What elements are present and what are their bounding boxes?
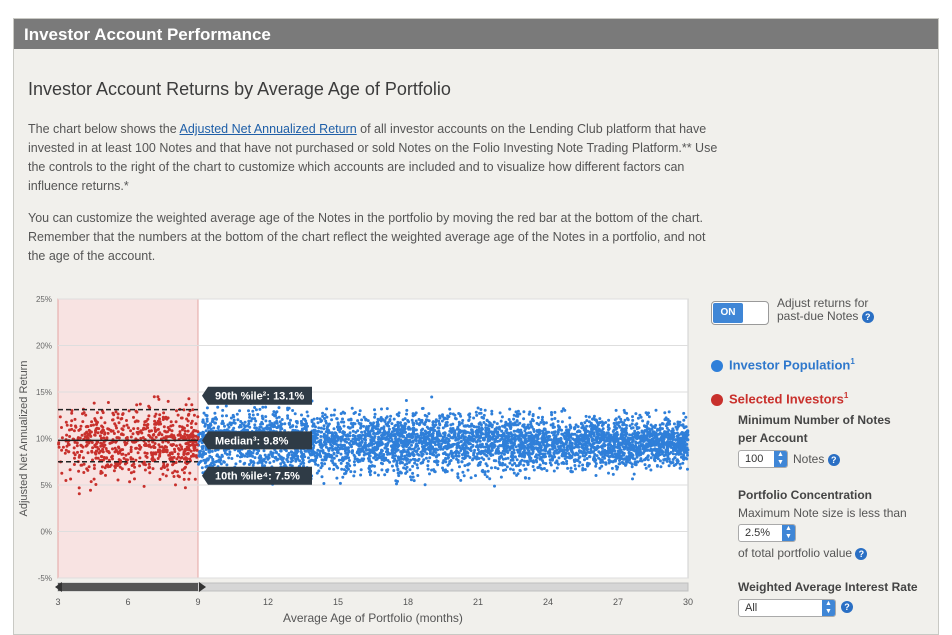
x-tick-label: 3 xyxy=(55,597,60,607)
past-due-toggle[interactable]: ON xyxy=(711,301,769,325)
legend-population-label: Investor Population xyxy=(729,357,851,373)
x-tick-label: 12 xyxy=(263,597,273,607)
blue-dot-icon xyxy=(711,359,723,372)
interest-rate-value: All xyxy=(745,602,758,614)
select-arrows-icon: ▲ ▼ xyxy=(822,600,835,616)
y-tick-label: 15% xyxy=(36,388,52,397)
min-notes-label: Minimum Number of Notes per Account xyxy=(738,411,891,447)
concentration-sub: Maximum Note size is less than xyxy=(738,506,907,520)
page-title: Investor Account Returns by Average Age … xyxy=(28,79,451,99)
customize-paragraph: You can customize the weighted average a… xyxy=(28,211,706,263)
percentile-label-box-median xyxy=(202,431,312,450)
toggle-label: Adjust returns for past-due Notes ? xyxy=(777,297,897,323)
x-axis-label: Average Age of Portfolio (months) xyxy=(283,611,463,625)
performance-panel: Investor Account Performance Investor Ac… xyxy=(13,18,939,635)
slider-right-handle-icon[interactable] xyxy=(199,582,206,592)
concentration-select[interactable]: 2.5% ▲ ▼ xyxy=(738,524,796,542)
help-icon[interactable]: ? xyxy=(861,310,874,323)
x-tick-label: 21 xyxy=(473,597,483,607)
toggle-on-label: ON xyxy=(713,303,743,323)
help-icon[interactable]: ? xyxy=(855,547,868,560)
legend-investor-population[interactable]: Investor Population1 xyxy=(711,357,855,372)
y-axis-label: Adjusted Net Annualized Return xyxy=(18,361,30,517)
y-tick-label: 0% xyxy=(40,528,52,537)
legend-selected-label: Selected Investors xyxy=(729,391,844,407)
concentration-label: Portfolio Concentration xyxy=(738,488,872,502)
y-tick-label: 20% xyxy=(36,342,52,351)
slider-left-handle-icon[interactable] xyxy=(55,582,62,592)
range-slider-selection[interactable] xyxy=(58,583,198,591)
select-arrows-icon: ▲ ▼ xyxy=(774,451,787,467)
intro-text-start: The chart below shows the xyxy=(28,122,180,136)
percentile-label-p90: 90th %ile²: 13.1% xyxy=(215,391,304,403)
x-tick-label: 18 xyxy=(403,597,413,607)
min-notes-label-line1: Minimum Number of Notes xyxy=(738,413,891,427)
y-tick-label: -5% xyxy=(38,574,52,583)
help-icon[interactable]: ? xyxy=(841,601,853,613)
min-notes-suffix-text: Notes xyxy=(793,452,825,466)
legend-selected-footnote: 1 xyxy=(843,391,849,400)
percentile-label-box-p10 xyxy=(202,466,312,485)
legend-selected-investors[interactable]: Selected Investors1 xyxy=(711,391,848,406)
panel-header: Investor Account Performance xyxy=(14,19,938,49)
min-notes-label-line2: per Account xyxy=(738,431,808,445)
percentile-label-median: Median³: 9.8% xyxy=(215,435,289,447)
concentration-value: 2.5% xyxy=(745,527,771,539)
select-arrows-icon: ▲ ▼ xyxy=(782,525,795,541)
min-notes-suffix: Notes ? xyxy=(793,451,840,467)
legend-population-footnote: 1 xyxy=(850,357,855,366)
concentration-suffix-text: of total portfolio value xyxy=(738,546,853,560)
percentile-label-box-p90 xyxy=(202,386,312,405)
x-tick-label: 30 xyxy=(683,597,693,607)
intro-text-end: of all investor accounts on the Lending … xyxy=(28,122,718,193)
toggle-label-text: Adjust returns for past-due Notes xyxy=(777,296,869,323)
concentration-suffix: of total portfolio value ? xyxy=(738,545,868,561)
red-dot-icon xyxy=(711,393,723,406)
intro-paragraph: The chart below shows the Adjusted Net A… xyxy=(28,120,718,196)
adjusted-return-link[interactable]: Adjusted Net Annualized Return xyxy=(179,122,357,136)
min-notes-value: 100 xyxy=(745,453,764,465)
y-tick-label: 25% xyxy=(36,295,52,304)
x-tick-label: 24 xyxy=(543,597,553,607)
interest-rate-label: Weighted Average Interest Rate xyxy=(738,580,918,594)
x-tick-label: 6 xyxy=(125,597,130,607)
min-notes-select[interactable]: 100 ▲ ▼ xyxy=(738,450,788,468)
x-tick-label: 27 xyxy=(613,597,623,607)
help-icon[interactable]: ? xyxy=(827,453,840,466)
x-tick-label: 9 xyxy=(195,597,200,607)
y-tick-label: 10% xyxy=(36,435,52,444)
y-tick-label: 5% xyxy=(40,481,52,490)
x-tick-label: 15 xyxy=(333,597,343,607)
percentile-label-p10: 10th %ile⁴: 7.5% xyxy=(215,471,300,483)
returns-scatter-chart: 25% 20% 15% 10% 5% 0% -5% 3 6 9 12 15 18 21 24 27 30 Aver… xyxy=(18,295,693,625)
scatter-points xyxy=(57,395,690,496)
interest-rate-select[interactable]: All ▲ ▼ xyxy=(738,599,836,617)
